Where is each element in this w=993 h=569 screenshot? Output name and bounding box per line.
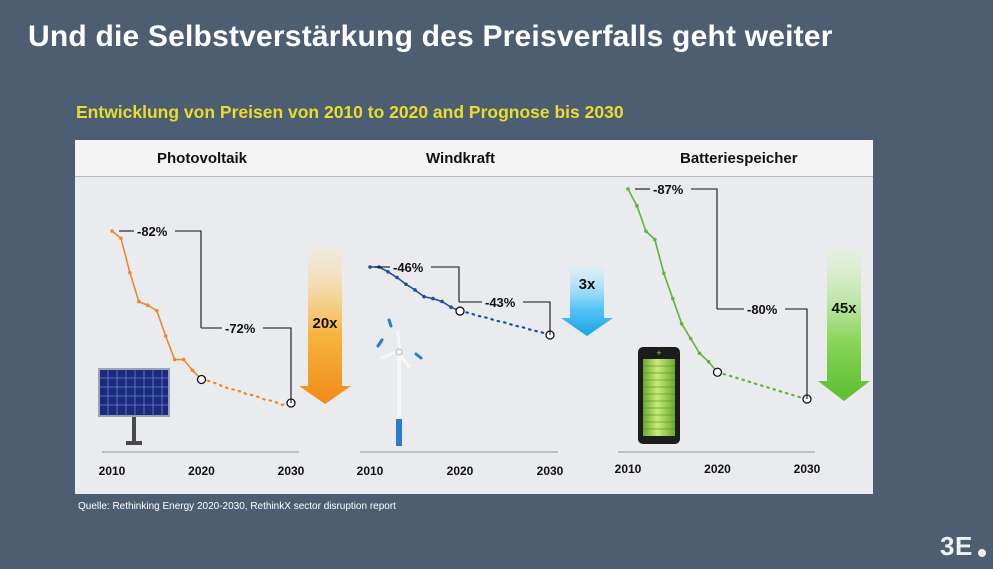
chart-panel: Photovoltaik Windkraft Batteriespeicher [75, 140, 873, 494]
annotation-bracket [263, 327, 292, 403]
data-point [128, 270, 132, 275]
data-point [440, 299, 444, 304]
battery-icon: + [638, 347, 680, 444]
historical-line [627, 188, 719, 373]
annotation-label: -72% [225, 321, 256, 336]
historical-line [111, 230, 203, 381]
source-note: Quelle: Rethinking Energy 2020-2030, Ret… [78, 501, 396, 512]
reduction-arrow [818, 248, 870, 401]
batteriespeicher-title: Batteriespeicher [680, 150, 798, 167]
x-tick-label: 2020 [704, 462, 731, 476]
annotation-bracket [785, 308, 808, 399]
data-point [635, 204, 639, 208]
solar-panel-icon [98, 368, 170, 445]
data-point [431, 296, 435, 301]
x-tick-label: 2020 [447, 464, 474, 478]
data-point [422, 294, 426, 299]
svg-text:+: + [656, 348, 661, 358]
data-point [413, 288, 417, 292]
data-point [697, 351, 702, 356]
data-point [395, 275, 399, 280]
data-point [449, 305, 453, 310]
company-logo: 3E [940, 531, 973, 561]
x-tick-label: 2010 [99, 464, 126, 478]
x-tick-label: 2020 [188, 464, 215, 478]
x-tick-label: 2030 [278, 464, 305, 478]
data-point [181, 357, 186, 362]
data-point [679, 322, 684, 326]
logo-dot [978, 549, 986, 557]
annotation-bracket [175, 230, 202, 328]
data-point [626, 187, 630, 191]
price-charts: + 2010 2020 2030 -82% -72% 20x 2010 2020 2030 -46… [98, 182, 870, 478]
x-tick-label: 2010 [357, 464, 384, 478]
data-point [137, 299, 141, 304]
data-point [119, 236, 123, 241]
data-point [688, 336, 693, 341]
data-point [110, 229, 114, 233]
data-point [404, 282, 408, 287]
data-point [190, 368, 195, 373]
x-tick-label: 2030 [794, 462, 821, 476]
forecast-line [716, 371, 809, 401]
data-point [653, 237, 657, 242]
data-point [670, 296, 675, 301]
reduction-factor: 45x [831, 300, 857, 317]
chart-subtitle: Entwicklung von Preisen von 2010 to 2020… [76, 102, 624, 122]
data-point [386, 269, 390, 274]
marker-2020 [455, 306, 465, 316]
annotation-bracket [431, 266, 460, 302]
x-tick-label: 2010 [615, 462, 642, 476]
annotation-label: -43% [485, 295, 516, 310]
annotation-label: -46% [393, 260, 424, 275]
annotation-label: -87% [653, 182, 684, 197]
panel-header [75, 140, 873, 177]
data-point [662, 271, 666, 276]
forecast-line [458, 309, 552, 337]
data-point [154, 308, 159, 313]
data-point [706, 359, 711, 364]
data-point [644, 229, 648, 233]
reduction-factor: 20x [312, 315, 338, 332]
photovoltaik-title: Photovoltaik [157, 150, 248, 167]
annotation-label: -82% [137, 224, 168, 239]
forecast-line [200, 378, 293, 406]
windkraft-title: Windkraft [426, 150, 496, 167]
slide-title: Und die Selbstverstärkung des Preisverfa… [28, 20, 833, 53]
data-point [146, 303, 150, 308]
reduction-arrow [561, 267, 613, 336]
data-point [368, 265, 372, 269]
annotation-bracket [691, 188, 718, 309]
x-tick-label: 2030 [537, 464, 564, 478]
marker-2020 [712, 367, 723, 377]
annotation-bracket [523, 301, 551, 335]
wind-turbine-icon [376, 318, 423, 446]
data-point [172, 357, 177, 362]
reduction-arrow [299, 248, 351, 404]
annotation-label: -80% [747, 302, 778, 317]
reduction-factor: 3x [579, 276, 596, 293]
marker-2020 [196, 374, 207, 385]
data-point [163, 334, 168, 338]
